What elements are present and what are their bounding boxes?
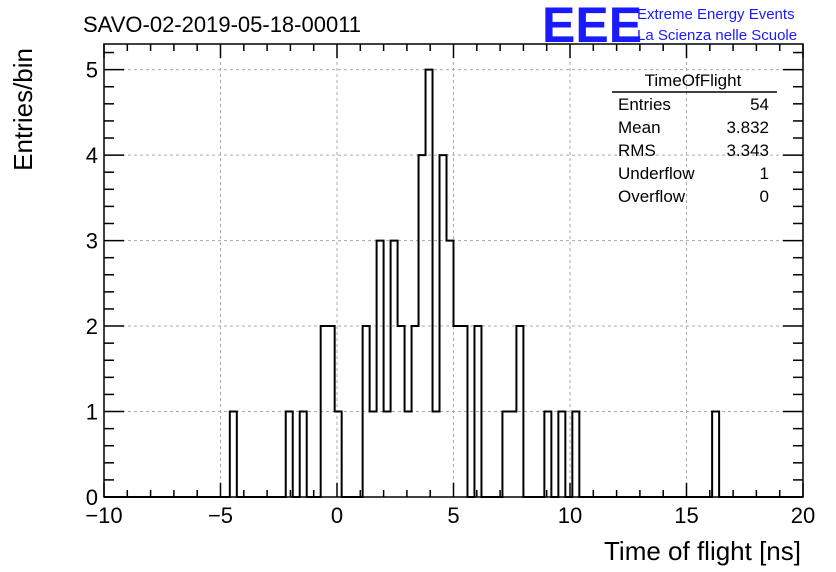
histogram-bin: [286, 412, 293, 497]
stats-row-value: 3.343: [726, 141, 769, 160]
stats-row-label: Overflow: [618, 187, 686, 206]
histogram-bin: [300, 412, 307, 497]
stats-row-value: 0: [760, 187, 769, 206]
x-tick-labels: −10 −5 0 5 10 15 20: [85, 503, 815, 528]
stats-row-value: 3.832: [726, 118, 769, 137]
y-axis-label: Entries/bin: [8, 48, 38, 171]
x-tick-label: −10: [85, 503, 122, 528]
histogram-bin: [572, 412, 579, 497]
histogram-bin: [447, 241, 454, 497]
x-tick-label: −5: [208, 503, 233, 528]
histogram-bin: [377, 241, 384, 497]
x-tick-label: 15: [674, 503, 698, 528]
x-tick-label: 5: [447, 503, 459, 528]
histogram-bin: [363, 326, 370, 497]
y-tick-label: 0: [86, 485, 98, 510]
eee-logo-mark: EEE: [542, 0, 642, 53]
stats-rows: Entries 54 Mean 3.832 RMS 3.343 Underflow 1 Over…: [618, 95, 769, 206]
histogram-bin: [440, 155, 447, 497]
stats-row-label: Underflow: [618, 164, 695, 183]
y-tick-label: 3: [86, 229, 98, 254]
stats-row-value: 1: [760, 164, 769, 183]
x-tick-label: 0: [331, 503, 343, 528]
histogram-bin: [454, 326, 461, 497]
histogram-bin: [558, 412, 565, 497]
histogram-bin: [398, 326, 405, 497]
chart-title: SAVO-02-2019-05-18-00011: [83, 12, 361, 37]
histogram-bin: [328, 326, 335, 497]
axis-ticks: [103, 44, 804, 498]
histogram-bin: [335, 412, 342, 497]
histogram-bin: [426, 70, 433, 497]
y-tick-label: 5: [86, 58, 98, 83]
histogram-bin: [384, 412, 391, 497]
y-tick-labels: 0 1 2 3 4 5: [86, 58, 98, 510]
histogram-bin: [419, 155, 426, 497]
stats-box: TimeOfFlight Entries 54 Mean 3.832 RMS 3.343 U…: [612, 71, 777, 206]
histogram-bin: [712, 412, 719, 497]
y-tick-label: 4: [86, 143, 98, 168]
eee-logo-line1: Extreme Energy Events: [637, 6, 795, 23]
histogram-bin: [509, 412, 516, 497]
histogram-bin: [544, 412, 551, 497]
x-tick-label: 20: [791, 503, 815, 528]
stats-row-label: RMS: [618, 141, 656, 160]
histogram-bin: [474, 326, 481, 497]
histogram-bin: [460, 326, 467, 497]
histogram-bars: [104, 68, 803, 498]
histogram-bin: [370, 412, 377, 497]
eee-logo-line2: La Scienza nelle Scuole: [637, 27, 797, 44]
histogram-bin: [502, 412, 509, 497]
histogram-bin: [391, 241, 398, 497]
histogram-bin: [321, 326, 328, 497]
histogram-bin: [405, 412, 412, 497]
histogram-bin: [412, 326, 419, 497]
y-tick-label: 1: [86, 400, 98, 425]
eee-logo: EEE Extreme Energy Events La Scienza nel…: [542, 0, 797, 53]
histogram-bin: [433, 412, 440, 497]
stats-title: TimeOfFlight: [645, 71, 742, 90]
x-axis-label: Time of flight [ns]: [604, 536, 801, 566]
y-tick-label: 2: [86, 314, 98, 339]
x-tick-label: 10: [558, 503, 582, 528]
stats-row-label: Mean: [618, 118, 661, 137]
stats-row-value: 54: [750, 95, 769, 114]
stats-row-label: Entries: [618, 95, 671, 114]
histogram-bin: [230, 412, 237, 497]
histogram-bin: [516, 326, 523, 497]
